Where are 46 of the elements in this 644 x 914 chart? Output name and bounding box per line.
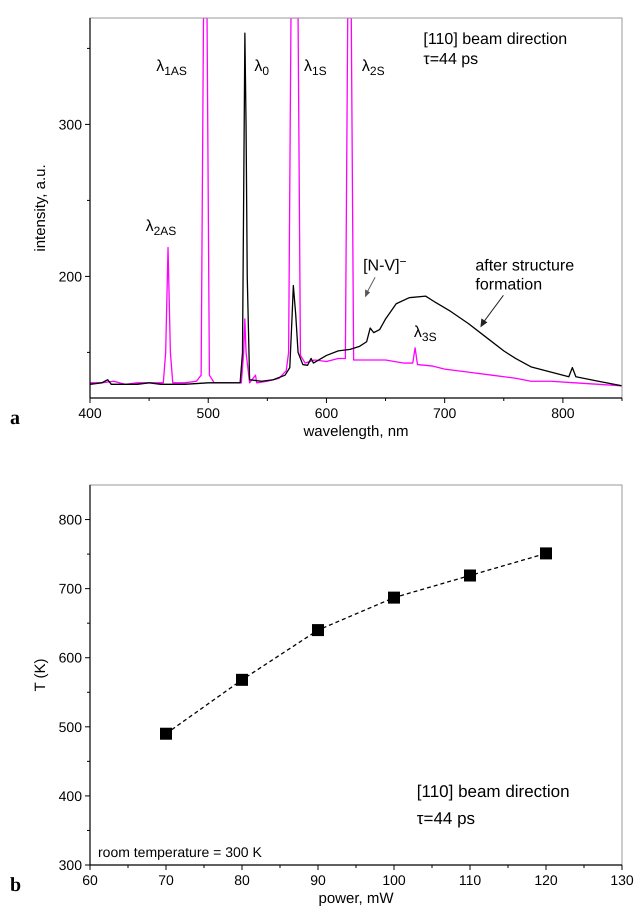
point	[312, 624, 324, 636]
y-tick-label: 200	[58, 268, 82, 284]
annotation: [110] beam direction	[416, 782, 570, 801]
annotation: after structure formation	[475, 257, 574, 294]
annotation: λ$_{2AS}$	[146, 218, 176, 238]
x-tick-label: 90	[310, 872, 326, 888]
x-tick-label: 700	[432, 405, 457, 421]
point	[160, 728, 172, 740]
x-tick-label: 500	[196, 405, 220, 421]
x-tick-label: 400	[78, 405, 102, 421]
y-axis-title: intensity, a.u.	[32, 164, 49, 252]
x-axis-title: wavelength, nm	[302, 423, 409, 440]
x-tick-label: 100	[382, 872, 406, 888]
y-tick-label: 400	[58, 788, 82, 804]
text: a	[10, 407, 20, 429]
x-tick-label: 600	[314, 405, 338, 421]
y-tick-label: 600	[58, 650, 82, 666]
annotation: λ$_{1S}$	[304, 58, 327, 78]
y-tick-label: 700	[58, 580, 82, 597]
x-tick-label: 60	[82, 872, 98, 888]
x-tick-label: 80	[234, 872, 250, 888]
x-tick-label: 130	[610, 872, 634, 888]
point	[388, 592, 400, 604]
y-tick-label: 500	[58, 718, 82, 735]
annotation: [110] beam direction	[423, 31, 568, 48]
point	[236, 674, 248, 686]
y-tick-label: 800	[58, 512, 82, 528]
x-tick-label: 110	[458, 872, 482, 888]
point	[540, 547, 552, 560]
annotation: λ$_{0}$	[254, 58, 270, 78]
annotation: λ$_{3S}$	[414, 324, 437, 344]
y-tick-label: 300	[58, 116, 82, 132]
annotation: room temperature = 300 K	[98, 844, 262, 860]
x-axis-title: power, mW	[318, 890, 394, 907]
annotation: λ$_{2S}$	[362, 58, 385, 78]
annotation: λ$_{1AS}$	[156, 58, 187, 78]
y-axis-title: T (K)	[32, 658, 49, 692]
x-tick-label: 70	[158, 872, 174, 888]
annotation: [N-V]$^{−}$	[363, 254, 407, 274]
text: b	[10, 874, 22, 896]
annotation: τ=44 ps	[416, 809, 476, 828]
x-tick-label: 800	[551, 405, 575, 421]
x-tick-label: 120	[534, 872, 558, 888]
annotation: τ=44 ps	[423, 51, 478, 68]
point	[464, 570, 476, 582]
y-tick-label: 300	[58, 857, 82, 873]
